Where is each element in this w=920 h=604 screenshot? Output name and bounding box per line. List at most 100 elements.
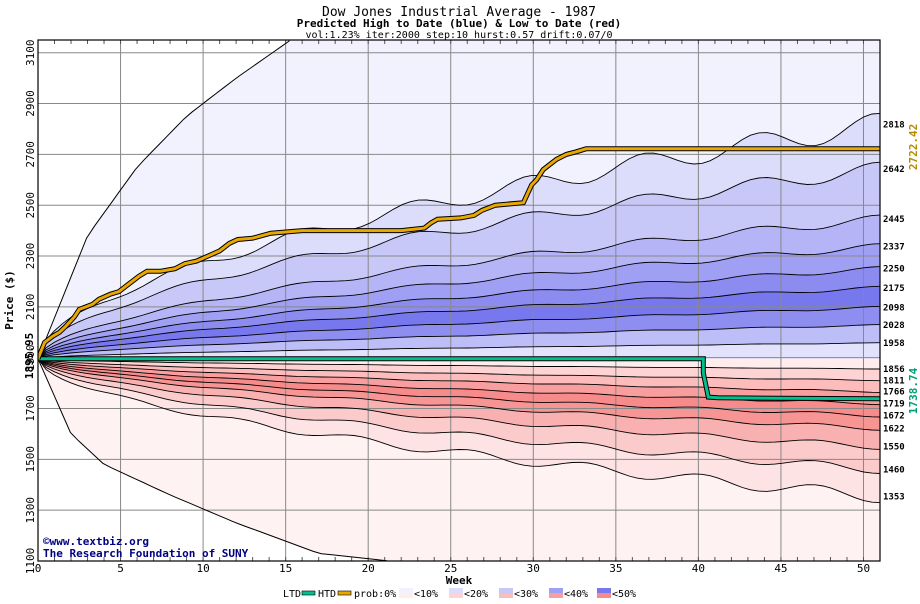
x-tick-label-45: 45 [774, 562, 787, 575]
legend-htd-swatch [337, 590, 352, 596]
legend: LTD HTD prob:0% <10% <20% <30% <40% <50% [283, 588, 636, 600]
y-tick-label-1700: 1700 [24, 395, 37, 422]
x-tick-label-5: 5 [117, 562, 124, 575]
watermark: ©www.textbiz.org The Research Foundation… [43, 535, 249, 560]
legend-20-swatch-hi [449, 588, 463, 593]
band-end-label-1958: 1958 [883, 339, 905, 349]
high-band-line-2445 [38, 214, 880, 359]
y-tick-label-2300: 2300 [24, 243, 37, 270]
y-tick-label-2700: 2700 [24, 141, 37, 168]
y-axis-label: Price ($) [3, 270, 16, 330]
high-band-line-2028 [38, 324, 880, 360]
outer-low-line [38, 358, 387, 561]
band-end-label-2250: 2250 [883, 265, 905, 275]
high-band-fill-6 [38, 286, 880, 359]
high-band-fill-3 [38, 215, 880, 359]
low-band-fill-8 [38, 358, 880, 503]
low-band-line-1550 [38, 358, 880, 450]
band-end-label-2175: 2175 [883, 284, 905, 294]
high-band-line-2175 [38, 285, 880, 360]
band-end-label-1766: 1766 [883, 388, 905, 398]
legend-20-label: <20% [464, 589, 488, 600]
low-band-line-1460 [38, 358, 880, 474]
legend-50-swatch-lo [597, 593, 611, 598]
low-band-fill-6 [38, 358, 880, 450]
legend-10-label: <10% [414, 589, 438, 600]
plot-area: 2818 2642 2445 2337 2250 2175 2098 2028 1958 1856… [24, 39, 905, 575]
low-band-fill-4 [38, 358, 880, 417]
plot-clipped-group [38, 40, 880, 561]
low-band-fill-5 [38, 358, 880, 431]
legend-40-swatch-hi [549, 588, 563, 593]
x-tick-label-30: 30 [527, 562, 540, 575]
ltd-final-label: 1738.74 [907, 367, 920, 414]
low-band-line-1811 [38, 358, 880, 382]
high-band-fill-8 [38, 324, 880, 359]
x-tick-label-15: 15 [279, 562, 292, 575]
low-band-line-1353 [38, 358, 880, 504]
low-band-fill-1 [38, 358, 880, 381]
band-end-label-1811: 1811 [883, 376, 905, 386]
x-tick-label-20: 20 [362, 562, 375, 575]
x-tick-label-10: 10 [196, 562, 209, 575]
chart-params: vol:1.23% iter:2000 step:10 hurst:0.57 d… [305, 30, 612, 41]
htd-series-line [38, 147, 880, 360]
watermark-url: ©www.textbiz.org [43, 535, 149, 548]
band-end-label-1672: 1672 [883, 412, 905, 422]
legend-40-label: <40% [564, 589, 588, 600]
high-band-fill-1 [38, 113, 880, 359]
low-band-line-1766 [38, 358, 880, 393]
y-tick-label-1900: 1900 [24, 344, 37, 371]
band-end-label-1856: 1856 [883, 365, 905, 375]
high-band-fill-4 [38, 243, 880, 359]
x-axis-label: Week [446, 574, 473, 587]
band-end-label-1353: 1353 [883, 493, 905, 503]
legend-prob-label: prob:0% [354, 589, 396, 600]
low-band-fill-2 [38, 358, 880, 393]
high-band-fill-2 [38, 162, 880, 359]
x-tick-label-50: 50 [857, 562, 870, 575]
legend-50-swatch-hi [597, 588, 611, 593]
y-tick-label-2900: 2900 [24, 90, 37, 117]
band-end-label-1622: 1622 [883, 424, 905, 434]
x-tick-label-25: 25 [444, 562, 457, 575]
band-end-label-2818: 2818 [883, 120, 905, 130]
chart-subtitle: Predicted High to Date (blue) & Low to D… [297, 17, 622, 30]
legend-50-label: <50% [612, 589, 636, 600]
high-band-fill-0 [38, 40, 880, 359]
watermark-org: The Research Foundation of SUNY [43, 547, 249, 560]
band-end-label-1460: 1460 [883, 466, 905, 476]
high-band-line-1958 [38, 342, 880, 360]
y-tick-label-1500: 1500 [24, 446, 37, 473]
legend-htd-label: HTD [318, 589, 336, 600]
band-end-label-1550: 1550 [883, 443, 905, 453]
low-band-fill-7 [38, 358, 880, 474]
legend-30-swatch-hi [499, 588, 513, 593]
legend-30-swatch-lo [499, 593, 513, 598]
high-band-line-2098 [38, 305, 880, 360]
low-band-line-1672 [38, 358, 880, 418]
band-end-label-2445: 2445 [883, 215, 905, 225]
x-tick-label-35: 35 [609, 562, 622, 575]
band-end-label-2098: 2098 [883, 303, 905, 313]
high-band-line-2250 [38, 266, 880, 360]
legend-10-swatch-lo [399, 593, 413, 598]
low-band-line-1622 [38, 358, 880, 431]
x-tick-label-40: 40 [692, 562, 705, 575]
start-value-label: 1895.95 [23, 333, 36, 379]
y-tick-label-2100: 2100 [24, 294, 37, 321]
chart-title: Dow Jones Industrial Average - 1987 [322, 5, 596, 20]
low-band-fill-0 [38, 358, 880, 369]
legend-30-label: <30% [514, 589, 538, 600]
band-end-label-2337: 2337 [883, 243, 905, 253]
band-end-label-2028: 2028 [883, 321, 905, 331]
outer-high-line [38, 40, 290, 359]
y-tick-label-1300: 1300 [24, 497, 37, 524]
high-band-line-2642 [38, 161, 880, 359]
low-band-fill-3 [38, 358, 880, 405]
y-tick-label-1100: 1100 [24, 548, 37, 575]
y-tick-label-2500: 2500 [24, 192, 37, 219]
y-tick-label-3100: 3100 [24, 39, 37, 65]
